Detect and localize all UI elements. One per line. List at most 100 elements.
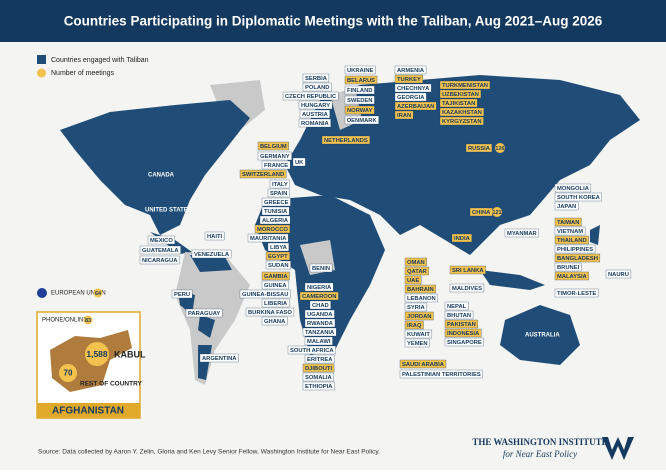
label-text: NAURU — [608, 272, 629, 278]
label-text: POLAND — [305, 85, 329, 91]
region-name: CANADA — [148, 173, 175, 179]
meeting-count: 64 — [95, 291, 102, 297]
logo-mark — [602, 437, 634, 460]
label-text: LIBYA — [270, 245, 288, 251]
label-text: SOUTH AFRICA — [290, 348, 334, 354]
country-label: BAHRAIN — [404, 284, 436, 294]
country-label: GAMBIA — [261, 271, 290, 281]
country-label: PAKISTAN — [444, 319, 478, 329]
label-text: UZBEKISTAN — [442, 92, 479, 98]
label-text: INDIA — [454, 236, 471, 242]
label-box — [399, 359, 447, 369]
legend: Countries engaged with Taliban Number of… — [37, 55, 149, 78]
label-text: BAHRAIN — [407, 287, 434, 293]
country-label: SRI LANKA — [449, 265, 486, 275]
country-label: LIBYA — [267, 242, 290, 252]
label-box — [199, 353, 239, 363]
meeting-bubble — [495, 143, 505, 153]
label-box — [605, 269, 632, 279]
label-box — [554, 201, 579, 211]
country-label: TANZANIA — [302, 327, 337, 337]
country-label: VIETNAM — [554, 226, 586, 236]
inset-label: REST OF COUNTRY — [80, 381, 143, 388]
label-text: ARMENIA — [397, 68, 425, 74]
country-label: JAPAN — [554, 201, 579, 211]
label-box — [439, 116, 484, 126]
label-text: SRI LANKA — [452, 268, 484, 274]
label-text: GUINEA-BISSAU — [242, 292, 288, 298]
australia — [500, 305, 580, 365]
meeting-count: 70 — [64, 368, 73, 377]
label-box — [404, 302, 427, 312]
label-text: ITALY — [272, 182, 288, 188]
label-text: PARAGUAY — [188, 311, 220, 317]
label-box — [147, 235, 176, 245]
label-text: CAMEROON — [302, 294, 336, 300]
label-text: NICARAGUA — [142, 258, 178, 264]
label-text: TUNISIA — [264, 209, 288, 215]
label-text: BENIN — [312, 266, 330, 272]
label-box — [304, 354, 335, 364]
country-label: GERMANY — [257, 151, 292, 161]
meeting-bubble — [59, 364, 77, 382]
label-box — [554, 262, 582, 272]
label-box — [554, 244, 596, 254]
country-label: RWANDA — [304, 318, 336, 328]
label-box — [439, 107, 484, 117]
country-label: MYANMAR — [504, 228, 539, 238]
country-label: LIBERIA — [261, 298, 290, 308]
label-box — [299, 109, 330, 119]
label-text: ROMANIA — [301, 121, 330, 127]
label-text: BRUNEI — [557, 265, 580, 271]
country-label: AZERBAIJAN — [394, 101, 437, 111]
country-label: SOUTH KOREA — [554, 192, 602, 202]
country-label: SYRIA — [404, 302, 427, 312]
country-label: PHILIPPINES — [554, 244, 596, 254]
country-label: AUSTRIA — [299, 109, 330, 119]
label-text: SWEDEN — [347, 98, 372, 104]
country-label: CHECHNYA — [394, 83, 432, 93]
label-box — [444, 337, 484, 347]
label-box — [404, 293, 438, 303]
label-text: AUSTRIA — [302, 112, 329, 118]
label-text: GHANA — [264, 319, 286, 325]
label-box — [444, 328, 482, 338]
label-text: CHINA — [472, 210, 491, 216]
legend-label: Number of meetings — [51, 70, 115, 77]
country-label: CHINA — [469, 207, 493, 217]
label-box — [304, 309, 335, 319]
label-box — [261, 280, 289, 290]
meeting-count: 83 — [85, 318, 91, 324]
label-box — [254, 224, 291, 234]
label-box — [302, 327, 337, 337]
country-label: MALAYSIA — [554, 271, 589, 281]
label-text: PALESTINIAN TERRITORIES — [402, 372, 481, 378]
country-label: ALGERIA — [259, 215, 291, 225]
header-bar — [0, 0, 666, 42]
logo: THE WASHINGTON INSTITUTE for Near East P… — [472, 437, 634, 460]
eu-symbol — [37, 288, 47, 298]
label-box — [204, 231, 225, 241]
label-text: SWITZERLAND — [242, 172, 284, 178]
label-text: GEORGIA — [397, 95, 425, 101]
label-box — [245, 307, 295, 317]
inset-title: AFGHANISTAN — [52, 406, 124, 417]
label-box — [304, 336, 333, 346]
label-box — [554, 192, 602, 202]
label-text: KYRGYZSTAN — [442, 119, 482, 125]
label-text: GREECE — [264, 200, 289, 206]
country-label: ARMENIA — [394, 65, 427, 75]
country-label: SERBIA — [302, 73, 330, 83]
label-text: IRAN — [397, 113, 411, 119]
country-label: NETHERLANDS — [321, 135, 370, 145]
country-label: ERITREA — [304, 354, 335, 364]
label-text: NETHERLANDS — [324, 138, 368, 144]
label-text: THAILAND — [557, 238, 587, 244]
label-box — [444, 310, 474, 320]
label-text: CZECH REPUBLIC — [285, 94, 337, 100]
country-label: THAILAND — [554, 235, 589, 245]
country-label: DENMARK — [344, 115, 379, 125]
country-label: NIGERIA — [304, 282, 334, 292]
label-text: MALDIVES — [452, 286, 482, 292]
country-label: SPAIN — [267, 188, 290, 198]
